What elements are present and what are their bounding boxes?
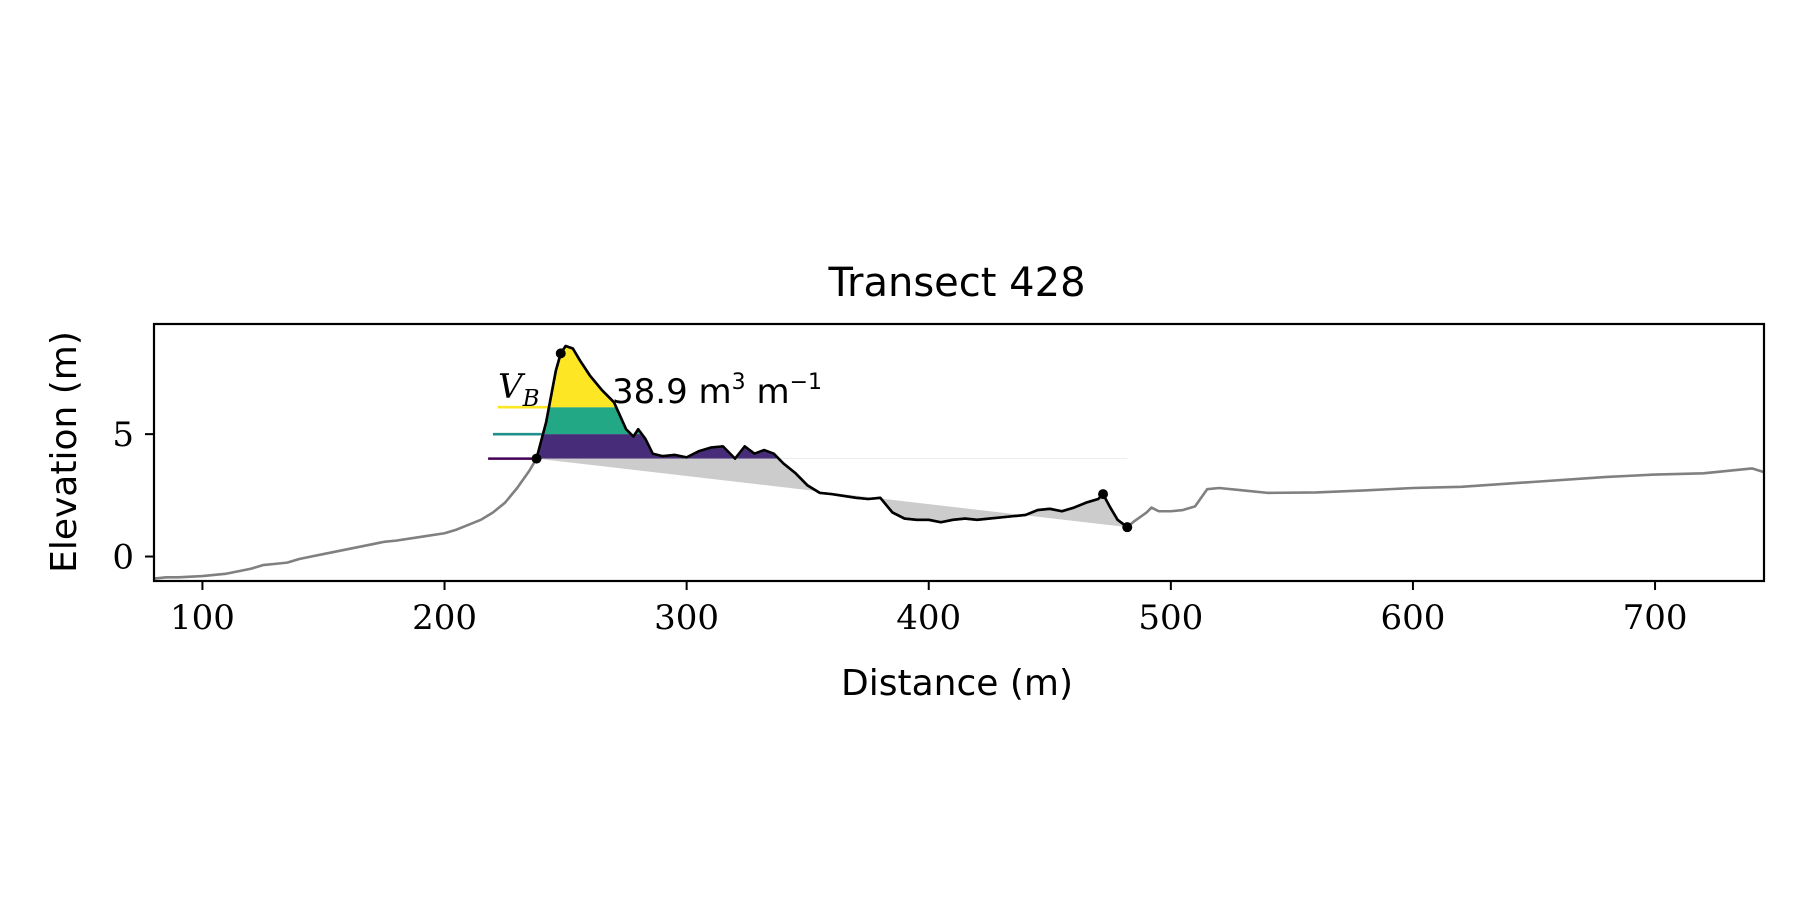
plot-layer (154, 344, 1764, 580)
volume-unit-exp1: 3 (732, 370, 746, 395)
volume-value: 38.9 m (612, 372, 732, 412)
y-tick-label: 5 (112, 415, 134, 455)
x-axis: 100 200 300 400 500 600 700 (170, 581, 1688, 638)
svg-text:VB: VB (498, 367, 539, 412)
elevation-profile (154, 344, 1764, 580)
svg-text:38.9 m3 m−1: 38.9 m3 m−1 (612, 370, 822, 412)
volume-symbol: V (498, 367, 526, 407)
x-tick-label: 400 (896, 598, 961, 638)
x-tick-label: 700 (1623, 598, 1688, 638)
y-tick-label: 0 (112, 538, 134, 578)
band-low (536, 434, 779, 459)
chart-title: Transect 428 (827, 260, 1085, 306)
x-tick-label: 200 (412, 598, 477, 638)
axes-frame (152, 322, 1766, 583)
plot-area (154, 344, 1764, 580)
band-mid (542, 407, 642, 435)
volume-unit2: m (746, 372, 790, 412)
x-tick-label: 600 (1380, 598, 1445, 638)
volume-annotation: VB 38.9 m3 m−1 (498, 367, 822, 412)
x-tick-label: 500 (1138, 598, 1203, 638)
dune-crest-point (555, 348, 566, 359)
x-tick-label: 100 (170, 598, 235, 638)
volume-unit-exp2: −1 (790, 370, 822, 395)
dune-heel-point (1098, 489, 1109, 500)
dune-profile (535, 344, 1129, 529)
band-high (548, 346, 617, 408)
y-axis-label: Elevation (m) (44, 331, 85, 573)
dune-back-point (1122, 522, 1133, 533)
dune-toe-point (531, 453, 542, 464)
volume-subscript: B (522, 386, 540, 412)
x-tick-label: 300 (654, 598, 719, 638)
y-axis: 05 (112, 415, 154, 578)
x-axis-label: Distance (m) (841, 663, 1073, 704)
